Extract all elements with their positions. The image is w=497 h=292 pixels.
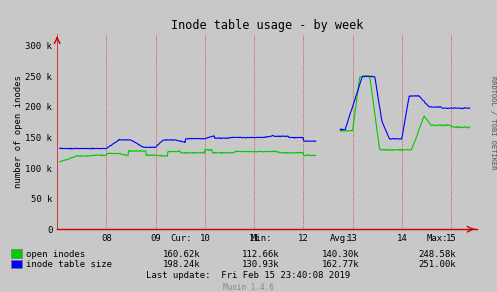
Text: 198.24k: 198.24k xyxy=(163,260,200,269)
Text: 112.66k: 112.66k xyxy=(242,250,280,258)
Text: Cur:: Cur: xyxy=(170,234,192,243)
Text: Last update:  Fri Feb 15 23:40:08 2019: Last update: Fri Feb 15 23:40:08 2019 xyxy=(147,272,350,280)
Text: open inodes: open inodes xyxy=(26,250,85,258)
Text: 140.30k: 140.30k xyxy=(322,250,359,258)
Text: 251.00k: 251.00k xyxy=(418,260,456,269)
Text: inode table size: inode table size xyxy=(26,260,112,269)
Text: Min:: Min: xyxy=(250,234,272,243)
Title: Inode table usage - by week: Inode table usage - by week xyxy=(171,19,363,32)
Text: Avg:: Avg: xyxy=(330,234,351,243)
Text: 160.62k: 160.62k xyxy=(163,250,200,258)
Text: 130.93k: 130.93k xyxy=(242,260,280,269)
Y-axis label: number of open inodes: number of open inodes xyxy=(13,75,23,188)
Text: 162.77k: 162.77k xyxy=(322,260,359,269)
Text: 248.58k: 248.58k xyxy=(418,250,456,258)
Text: RRDTOOL / TOBI OETIKER: RRDTOOL / TOBI OETIKER xyxy=(490,76,496,169)
Text: Munin 1.4.6: Munin 1.4.6 xyxy=(223,283,274,292)
Text: Max:: Max: xyxy=(426,234,448,243)
